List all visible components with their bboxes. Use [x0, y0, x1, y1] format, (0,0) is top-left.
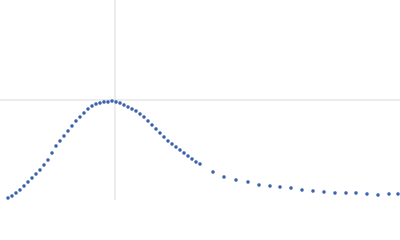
point — [154, 127, 158, 131]
point — [322, 190, 326, 194]
point — [78, 115, 82, 119]
point — [18, 188, 22, 192]
point — [102, 100, 106, 104]
point — [158, 131, 162, 135]
point — [114, 100, 118, 104]
point — [186, 154, 190, 158]
point — [246, 180, 250, 184]
point — [182, 151, 186, 155]
point — [126, 105, 130, 109]
point — [278, 185, 282, 189]
point — [66, 129, 70, 133]
point — [396, 192, 400, 196]
point — [74, 119, 78, 123]
point — [178, 148, 182, 152]
point — [170, 142, 174, 146]
point — [166, 139, 170, 143]
point — [150, 123, 154, 127]
point — [138, 112, 142, 116]
point — [90, 104, 94, 108]
point — [50, 151, 54, 155]
point — [6, 196, 10, 200]
point — [387, 192, 391, 196]
point — [70, 124, 74, 128]
point — [142, 115, 146, 119]
point — [198, 162, 202, 166]
point — [234, 178, 238, 182]
point — [46, 158, 50, 162]
point — [26, 180, 30, 184]
point — [344, 191, 348, 195]
point — [134, 109, 138, 113]
point — [268, 184, 272, 188]
point — [174, 145, 178, 149]
point — [34, 172, 38, 176]
point — [365, 192, 369, 196]
point — [333, 191, 337, 195]
point — [110, 99, 114, 103]
point — [42, 163, 46, 167]
point — [162, 135, 166, 139]
point — [122, 103, 126, 107]
point — [194, 160, 198, 164]
point — [82, 111, 86, 115]
point — [86, 107, 90, 111]
point — [58, 139, 62, 143]
point — [257, 183, 261, 187]
point — [106, 100, 110, 104]
point — [14, 191, 18, 195]
point — [38, 168, 42, 172]
chart — [0, 0, 400, 200]
point — [222, 175, 226, 179]
point — [54, 144, 58, 148]
point — [22, 184, 26, 188]
point — [354, 191, 358, 195]
point — [190, 157, 194, 161]
point — [62, 134, 66, 138]
point — [300, 188, 304, 192]
point — [118, 101, 122, 105]
point — [98, 101, 102, 105]
point — [94, 102, 98, 106]
point — [289, 186, 293, 190]
point — [376, 193, 380, 197]
point — [130, 107, 134, 111]
point — [311, 189, 315, 193]
point — [211, 170, 215, 174]
point — [146, 119, 150, 123]
point — [10, 194, 14, 198]
point — [30, 176, 34, 180]
